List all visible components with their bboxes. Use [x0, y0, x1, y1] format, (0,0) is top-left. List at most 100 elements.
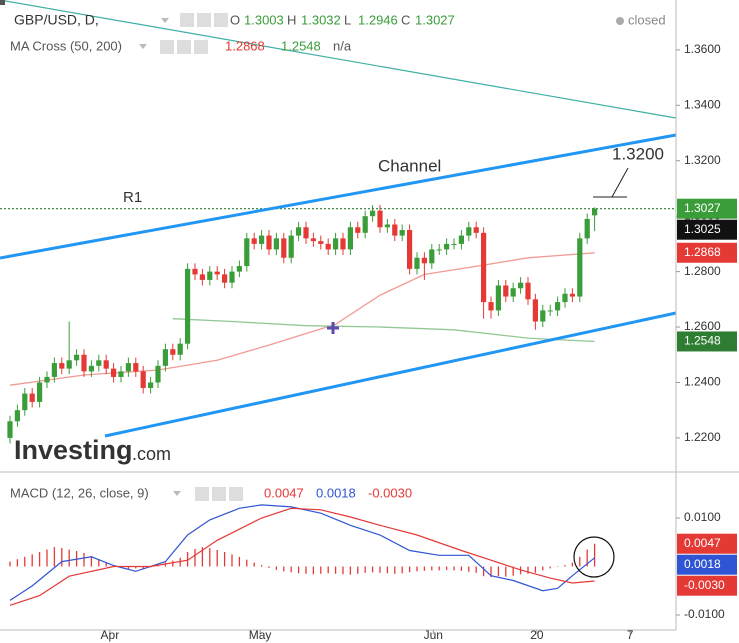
candle-body — [44, 376, 50, 383]
eye-icon[interactable] — [160, 40, 174, 54]
macd-value: 0.0018 — [316, 485, 356, 500]
candle-body — [22, 393, 28, 411]
candle-body — [429, 249, 435, 264]
ohlc-key: L — [344, 12, 351, 27]
labels: 1.22001.24001.26001.28001.30001.32001.34… — [101, 12, 737, 642]
symbol-title: GBP/USD, D, — [14, 12, 99, 28]
candle-body — [96, 360, 102, 366]
price-tag-label: 1.3027 — [684, 201, 721, 215]
price-tag-label: 0.0018 — [684, 557, 721, 571]
settings-icon[interactable] — [177, 40, 191, 54]
candle-body — [318, 241, 324, 244]
dropdown[interactable] — [161, 18, 169, 23]
candle-body — [59, 363, 65, 369]
candle-body — [29, 393, 35, 402]
candle-body — [436, 249, 442, 251]
settings-icon[interactable] — [197, 13, 211, 27]
candle-body — [384, 224, 390, 228]
candle-body — [532, 299, 538, 322]
price-tag — [677, 554, 737, 575]
candle-body — [7, 421, 13, 438]
x-tick-label: 20 — [530, 628, 544, 642]
candle-body — [369, 210, 376, 217]
price-tag — [677, 331, 737, 352]
dropdown[interactable] — [173, 491, 181, 496]
candle-body — [332, 238, 339, 250]
ohlc-key: C — [401, 12, 410, 27]
candle-body — [244, 238, 250, 267]
candle-body — [288, 235, 294, 258]
candle-body — [340, 238, 346, 250]
price-tag — [677, 533, 737, 554]
price-tag-label: 0.0047 — [684, 536, 721, 550]
candle-body — [303, 227, 309, 239]
ohlc-key: H — [287, 12, 296, 27]
y-tick-label: 1.3600 — [684, 42, 721, 56]
target-label: 1.3200 — [612, 144, 664, 163]
close-icon[interactable] — [214, 13, 228, 27]
candle-body — [421, 257, 427, 264]
candle-body — [81, 354, 87, 372]
candle-body — [362, 216, 368, 233]
close-icon[interactable] — [229, 487, 243, 501]
dropdown[interactable] — [139, 44, 147, 49]
candle-body — [147, 382, 154, 389]
y-tick-label: -0.0100 — [684, 607, 725, 621]
candle-body — [310, 238, 316, 242]
x-tick-label: May — [249, 628, 272, 642]
candle-body — [591, 208, 598, 216]
candle-body — [125, 363, 131, 372]
price-tag-label: 1.2548 — [684, 334, 721, 348]
ohlc-value: 1.3003 — [244, 12, 284, 27]
x-tick-label: 7 — [627, 628, 634, 642]
macd-value: 0.0047 — [264, 485, 304, 500]
candle-body — [73, 354, 80, 361]
candle-body — [118, 371, 124, 377]
candle-body — [177, 343, 183, 355]
candle-body — [458, 235, 464, 244]
candle-body — [503, 285, 509, 297]
candle-body — [554, 302, 561, 311]
candle-body — [540, 310, 546, 322]
line — [172, 318, 595, 343]
candle-body — [547, 310, 553, 312]
candle-body — [517, 282, 524, 289]
candle-body — [66, 360, 72, 369]
candle-body — [273, 238, 279, 250]
watermark-suffix: .com — [132, 444, 171, 464]
candle-body — [488, 302, 494, 311]
price-tag — [677, 242, 737, 263]
price-tag — [677, 575, 737, 596]
price-tag — [677, 219, 737, 240]
candle-body — [221, 274, 228, 283]
candle-body — [562, 293, 568, 303]
ohlc-key: O — [230, 12, 240, 27]
candle-body — [199, 274, 205, 280]
candle-body — [155, 365, 161, 383]
candle-body — [214, 271, 220, 275]
eye-icon[interactable] — [180, 13, 194, 27]
status: closed — [628, 12, 666, 27]
y-tick-label: 1.2200 — [684, 430, 721, 444]
ma-value: 1.2548 — [281, 38, 321, 53]
candle-body — [377, 210, 383, 228]
y-tick-label: 1.2600 — [684, 319, 721, 333]
line — [9, 504, 595, 601]
plot-area — [0, 205, 676, 606]
candle-body — [451, 243, 457, 245]
candle-body — [325, 243, 331, 250]
y-tick-label: 1.3400 — [684, 97, 721, 111]
close-icon[interactable] — [194, 40, 208, 54]
candle-body — [162, 349, 168, 366]
candle-body — [103, 360, 109, 369]
eye-icon[interactable] — [195, 487, 209, 501]
candle-body — [480, 232, 487, 303]
candle-body — [140, 371, 146, 389]
candle-body — [251, 238, 257, 244]
ohlc-value: 1.3032 — [301, 12, 341, 27]
y-tick-label: 1.2400 — [684, 375, 721, 389]
settings-icon[interactable] — [212, 487, 226, 501]
candle-body — [347, 227, 353, 250]
status-dot — [616, 17, 624, 25]
